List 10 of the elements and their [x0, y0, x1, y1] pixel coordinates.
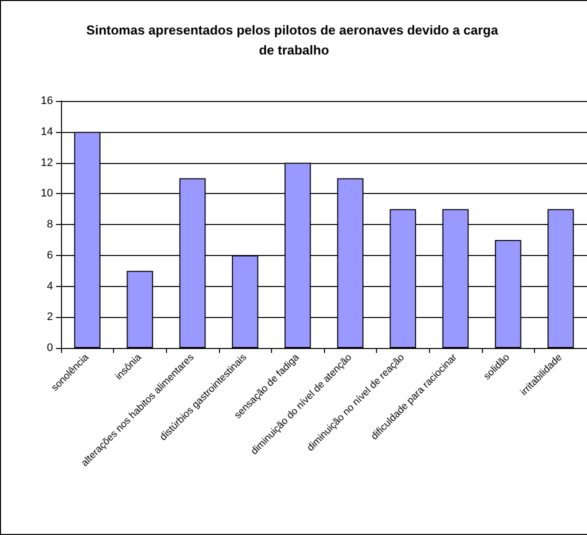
y-tick-label: 4	[46, 280, 53, 292]
y-tick-label: 6	[46, 249, 53, 262]
y-tick-label: 8	[46, 218, 53, 230]
y-tick-label: 0	[46, 342, 53, 354]
y-tick-label: 16	[40, 95, 53, 107]
y-tick-label: 10	[40, 188, 53, 200]
y-tick-label: 14	[40, 126, 53, 138]
y-tick-label: 12	[40, 156, 53, 169]
chart-title: Sintomas apresentados pelos pilotos de aeronaves devido a carga de trabalho	[86, 22, 502, 58]
y-tick-label: 2	[46, 311, 53, 324]
